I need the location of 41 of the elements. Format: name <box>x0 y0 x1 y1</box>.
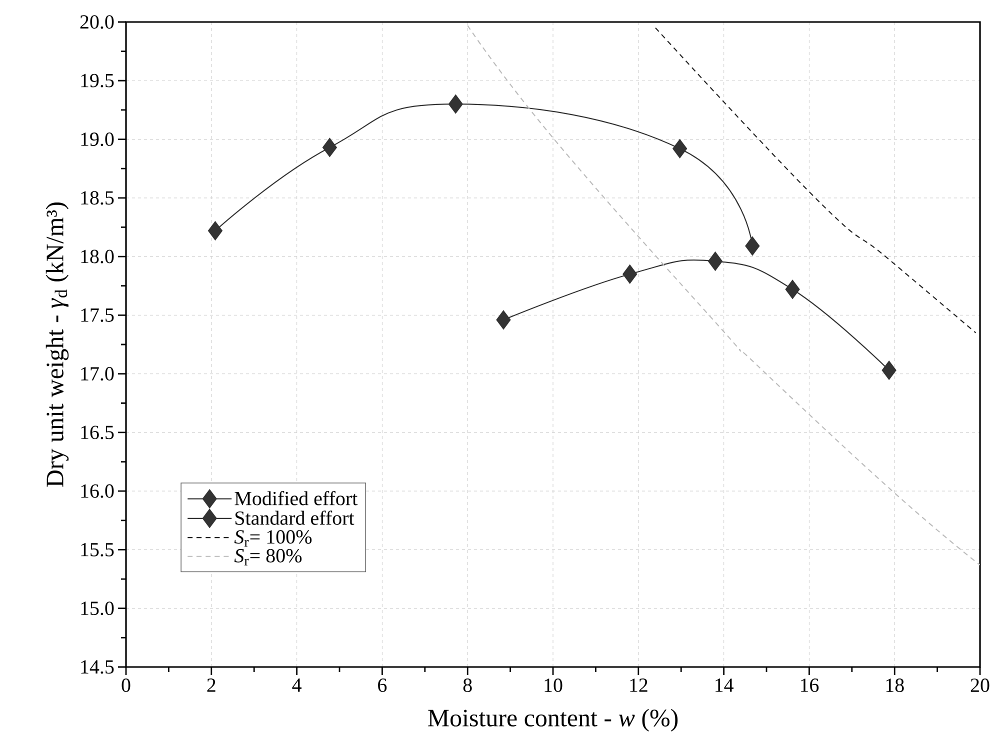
point <box>672 139 688 158</box>
x-tick-label: 20 <box>970 678 990 692</box>
x-tick-label: 0 <box>122 678 130 692</box>
x-tick-label: 12 <box>630 678 648 692</box>
legend-label: S$_{r}$= 80% <box>234 548 302 566</box>
x-axis-title: Moisture content - w (%) <box>428 708 678 732</box>
y-tick-label: 16.0 <box>81 484 114 498</box>
point <box>208 221 222 240</box>
point <box>622 264 638 284</box>
x-tick-label: 14 <box>716 678 734 692</box>
x-tick-label: 8 <box>463 678 472 692</box>
y-tick-label: 18.5 <box>81 191 114 205</box>
y-tick-label: 17.0 <box>81 367 114 381</box>
legend-label: Modified effort <box>234 491 358 506</box>
point <box>322 138 337 157</box>
line-series <box>467 24 980 566</box>
y-tick-label: 18.0 <box>81 250 114 264</box>
point <box>448 94 463 114</box>
y-tick-label: 15.5 <box>81 542 114 556</box>
legend-label: S$_{r}$= 100% <box>234 530 312 547</box>
y-tick-label: 20.0 <box>80 15 114 29</box>
point <box>745 236 760 256</box>
y-tick-label: 14.5 <box>81 660 114 674</box>
x-tick-label: 6 <box>378 678 387 692</box>
x-tick-label: 18 <box>886 678 904 692</box>
y-tick-label: 17.5 <box>81 308 114 322</box>
x-tick-label: 2 <box>207 678 216 692</box>
y-tick-label: 19.5 <box>81 74 114 88</box>
y-tick-label: 19.0 <box>81 132 114 146</box>
legend-label: Standard effort <box>235 510 354 525</box>
y-tick-label: 15.0 <box>81 602 114 616</box>
x-tick-label: 10 <box>544 678 562 692</box>
point <box>882 360 896 380</box>
y-axis-title: Dry unit weight - γ$_{d}$ (kN/m³) <box>46 202 69 487</box>
point <box>496 310 511 330</box>
x-tick-label: 16 <box>800 678 819 692</box>
line-series <box>654 27 976 334</box>
y-tick-label: 16.5 <box>81 426 114 440</box>
point <box>708 252 723 271</box>
point <box>785 280 800 299</box>
x-tick-label: 4 <box>292 678 302 692</box>
